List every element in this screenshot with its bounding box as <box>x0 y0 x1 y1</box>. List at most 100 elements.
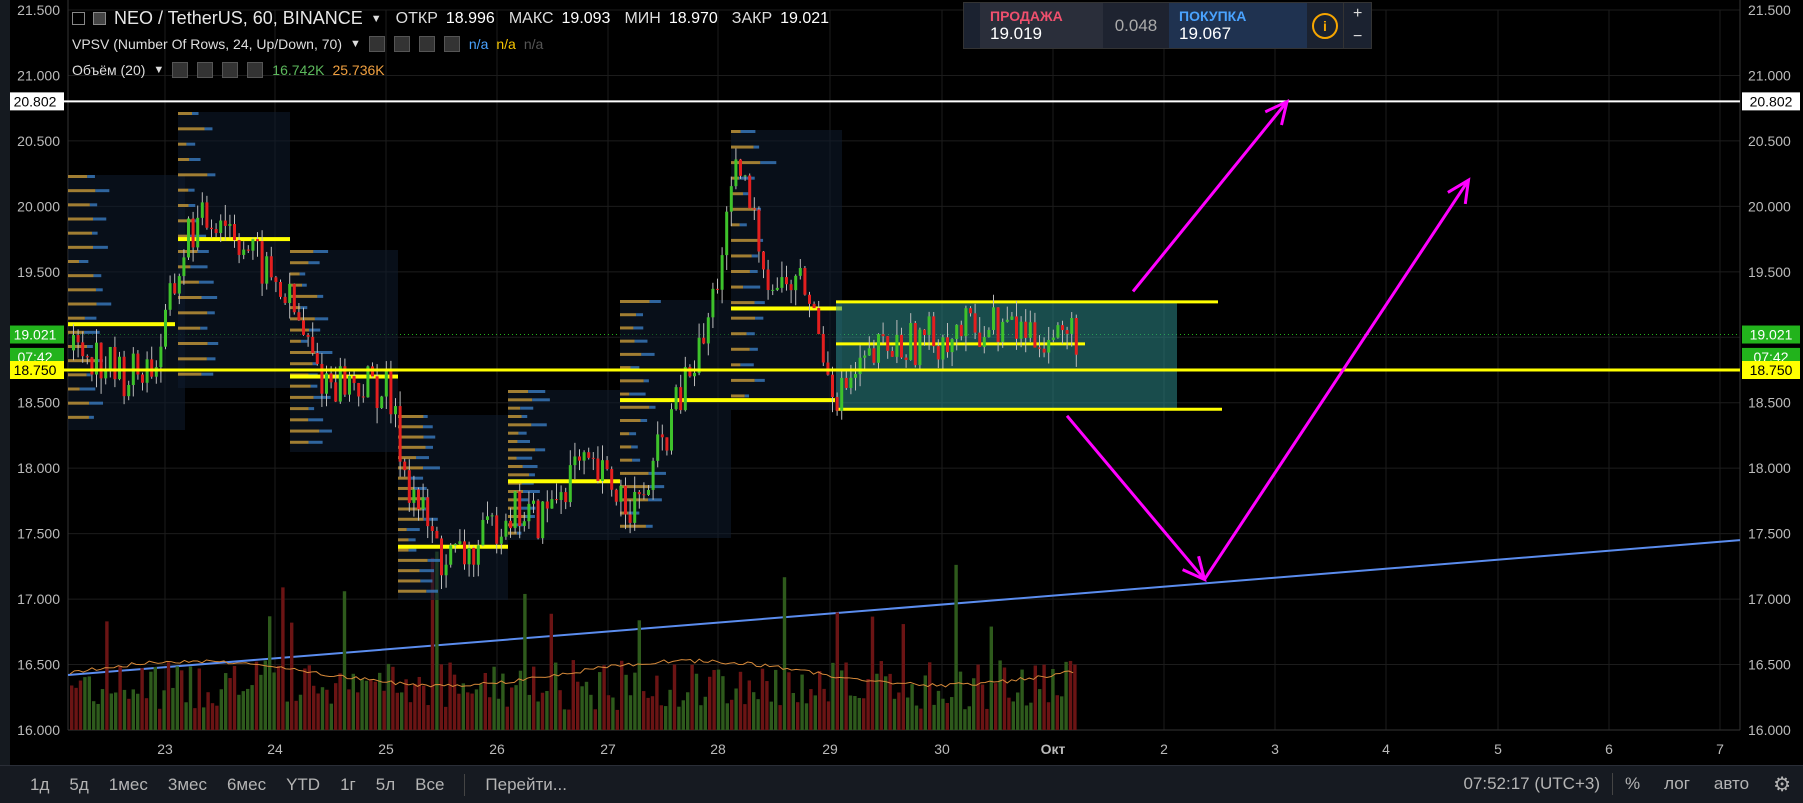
period-3m[interactable]: 3мес <box>167 774 207 794</box>
volume-indicator-legend: Объём (20) ▼ 16.742K 25.736K <box>72 62 385 78</box>
candle-body <box>831 374 834 398</box>
info-button[interactable]: i <box>1306 3 1344 48</box>
candle-body <box>946 337 949 353</box>
volume-profile-row-down <box>178 326 201 330</box>
volume-profile-row-down <box>178 357 207 361</box>
volume-bar <box>514 685 518 730</box>
period-5y[interactable]: 5л <box>375 774 396 794</box>
gear-icon[interactable]: ⚙ <box>1773 773 1791 796</box>
volume-bar <box>1024 705 1029 730</box>
candle-body <box>601 460 604 481</box>
volume-bar <box>958 671 963 730</box>
chevron-down-icon[interactable]: ▼ <box>350 38 361 50</box>
volume-bar <box>884 676 888 730</box>
volume-bar <box>664 706 668 730</box>
volume-bar <box>1060 696 1064 730</box>
volume-bar <box>320 687 325 730</box>
close-icon[interactable] <box>443 36 460 52</box>
goto-button[interactable]: Перейти... <box>485 774 567 794</box>
symbol-name[interactable]: NEO / TetherUS, 60, BINANCE <box>114 8 363 28</box>
volume-bar <box>716 669 721 730</box>
add-icon[interactable] <box>222 62 239 78</box>
volume-bar <box>408 702 413 730</box>
y-tick-left: 16.500 <box>17 657 60 673</box>
volume-bar <box>598 672 602 730</box>
visibility-icon[interactable] <box>93 12 106 25</box>
x-tick-label: 28 <box>710 741 726 757</box>
chevron-down-icon[interactable]: ▼ <box>153 64 165 76</box>
candle-body <box>982 337 986 347</box>
candle-body <box>191 218 195 248</box>
period-6m[interactable]: 6мес <box>226 774 267 794</box>
volume-profile-row-up <box>636 313 644 317</box>
x-tick-label: 23 <box>157 741 173 757</box>
candle-body <box>283 296 287 304</box>
period-all[interactable]: Все <box>415 774 445 794</box>
volume-bar <box>756 699 760 730</box>
chevron-down-icon[interactable]: ▼ <box>370 12 382 25</box>
settings-icon[interactable] <box>172 62 189 78</box>
volume-bar <box>166 662 171 730</box>
plus-button[interactable]: + <box>1353 5 1363 22</box>
volume-profile-row-down <box>620 313 637 317</box>
period-5d[interactable]: 5д <box>69 774 89 794</box>
volume-profile-row-up <box>190 265 208 269</box>
candle-body <box>182 257 186 277</box>
volume-bar <box>818 671 822 730</box>
volume-profile-row-down <box>398 528 407 532</box>
close-icon[interactable] <box>247 62 264 78</box>
volume-bar <box>655 675 659 730</box>
volume-bar <box>400 692 404 730</box>
clock[interactable]: 07:52:17 (UTC+3) <box>1463 774 1600 793</box>
vpsv-indicator-name[interactable]: VPSV (Number Of Rows, 24, Up/Down, 70) <box>72 36 342 52</box>
volume-bar <box>954 564 958 730</box>
y-tick-left: 18.000 <box>17 460 60 476</box>
period-1m[interactable]: 1мес <box>108 774 148 794</box>
volume-bar <box>78 680 83 730</box>
volume-bar <box>1073 664 1077 730</box>
volume-profile-row-down <box>508 390 529 393</box>
volume-profile-row-up <box>200 326 208 330</box>
period-1y[interactable]: 1г <box>340 774 356 794</box>
sell-price: 19.019 <box>990 24 1042 43</box>
candle-body <box>122 356 126 397</box>
volume-profile-row-down <box>508 473 530 477</box>
volume-bar <box>474 689 479 730</box>
volume-profile-row-down <box>620 366 631 370</box>
collapse-icon[interactable] <box>72 12 85 25</box>
percent-toggle[interactable]: % <box>1625 774 1641 793</box>
volume-indicator-name[interactable]: Объём (20) <box>72 62 146 78</box>
range-box <box>836 300 1222 411</box>
candle-body <box>384 368 388 397</box>
add-icon[interactable] <box>418 36 435 52</box>
log-toggle[interactable]: лог <box>1664 774 1690 793</box>
volume-bar <box>681 700 685 730</box>
volume-bar <box>989 626 993 730</box>
volume-profile-row-down <box>620 300 650 303</box>
period-ytd[interactable]: YTD <box>286 774 321 794</box>
volume-bar <box>510 687 514 730</box>
candle-body <box>886 336 890 351</box>
sell-button[interactable]: ПРОДАЖА 19.019 <box>964 3 1103 48</box>
gear-icon[interactable] <box>197 62 214 78</box>
volume-profile-row-down <box>290 294 318 298</box>
volume-profile-row-up <box>641 352 655 356</box>
minus-button[interactable]: − <box>1353 27 1363 45</box>
candle-body <box>679 387 683 411</box>
period-1d[interactable]: 1д <box>30 774 50 794</box>
auto-toggle[interactable]: авто <box>1713 774 1750 793</box>
volume-profile-row-down <box>620 339 635 343</box>
volume-bar <box>769 701 773 730</box>
buy-button[interactable]: ПОКУПКА 19.067 <box>1169 3 1307 48</box>
candle-body <box>458 541 462 544</box>
candle-body <box>762 251 765 270</box>
volume-bar <box>391 666 395 730</box>
candle-body <box>1033 322 1037 348</box>
quantity-stepper[interactable]: + − <box>1343 3 1371 48</box>
candle-body <box>233 224 236 241</box>
left-toolbar-strip[interactable] <box>0 0 10 765</box>
volume-profile-row-up <box>310 384 318 388</box>
gear-icon[interactable] <box>393 36 410 52</box>
settings-icon[interactable] <box>368 36 385 52</box>
